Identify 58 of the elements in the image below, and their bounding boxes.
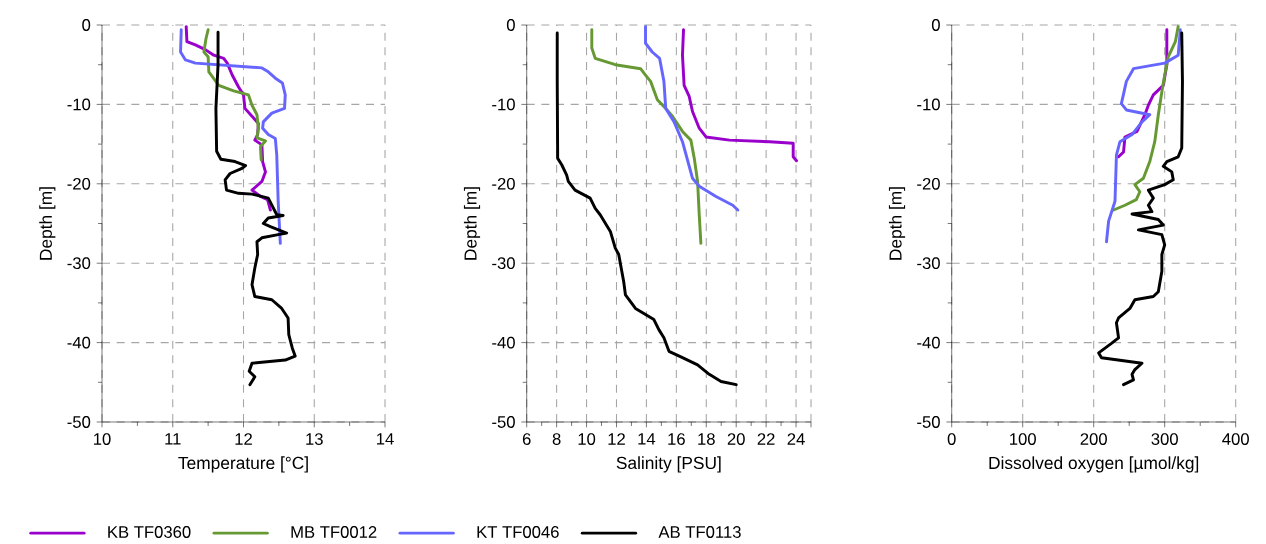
y-tick-label: -50 xyxy=(67,416,91,428)
x-tick-label: 22 xyxy=(757,433,775,445)
y-axis-title: Depth [m] xyxy=(888,187,906,260)
y-tick-label: 0 xyxy=(506,19,515,31)
x-tick-label: 12 xyxy=(608,433,625,445)
y-tick-label: -20 xyxy=(492,177,515,190)
y-tick-label: -30 xyxy=(917,257,940,270)
x-tick-label: 13 xyxy=(306,433,323,445)
line-series xyxy=(1112,25,1180,212)
y-tick-label: -40 xyxy=(67,336,91,349)
y-tick-label: -40 xyxy=(492,336,515,349)
line-series xyxy=(1097,31,1184,387)
x-tick-label: 14 xyxy=(377,433,394,445)
x-tick-label: 10 xyxy=(578,433,596,445)
y-tick-label: -10 xyxy=(492,98,515,111)
y-tick-label: -10 xyxy=(67,98,91,111)
y-tick-label: -50 xyxy=(492,416,515,428)
legend-label: AB TF0113 xyxy=(658,526,741,538)
x-axis-title: Dissolved oxygen [µmol/kg] xyxy=(989,456,1199,473)
x-tick-label: 8 xyxy=(552,433,561,445)
line-series xyxy=(681,28,798,163)
x-tick-label: 400 xyxy=(1222,433,1249,445)
x-tick-label: 12 xyxy=(235,433,252,445)
y-tick-label: 0 xyxy=(931,19,940,31)
legend-label: KT TF0046 xyxy=(477,526,559,538)
y-tick-label: -20 xyxy=(917,177,940,190)
x-tick-label: 300 xyxy=(1151,433,1178,445)
x-tick-label: 100 xyxy=(1010,433,1036,445)
x-tick-label: 10 xyxy=(94,433,111,445)
y-tick-label: -40 xyxy=(917,336,940,349)
x-axis-title: Temperature [°C] xyxy=(178,456,308,473)
x-tick-label: 16 xyxy=(668,433,685,445)
x-tick-label: 200 xyxy=(1080,433,1107,445)
line-series xyxy=(1105,28,1182,244)
y-axis-title: Depth [m] xyxy=(39,187,56,260)
legend-label: MB TF0012 xyxy=(291,526,377,538)
line-series xyxy=(214,30,297,387)
y-tick-label: -30 xyxy=(492,257,515,270)
line-series xyxy=(644,25,740,212)
line-series xyxy=(555,31,738,387)
line-series xyxy=(202,28,267,162)
x-tick-label: 20 xyxy=(727,433,745,445)
x-tick-label: 14 xyxy=(638,433,656,445)
y-tick-label: -30 xyxy=(67,257,91,270)
y-tick-label: 0 xyxy=(82,19,91,31)
line-series xyxy=(590,28,703,245)
x-tick-label: 6 xyxy=(522,433,531,445)
y-tick-label: -20 xyxy=(67,177,91,190)
y-axis-title: Depth [m] xyxy=(463,187,481,260)
legend-label: KB TF0360 xyxy=(108,526,191,538)
x-tick-label: 18 xyxy=(698,433,715,445)
y-tick-label: -10 xyxy=(917,98,940,111)
y-tick-label: -50 xyxy=(917,416,940,428)
x-tick-label: 24 xyxy=(787,433,805,445)
x-tick-label: 11 xyxy=(165,433,181,445)
line-series xyxy=(179,28,287,245)
x-tick-label: 0 xyxy=(947,433,956,445)
x-axis-title: Salinity [PSU] xyxy=(616,456,721,473)
